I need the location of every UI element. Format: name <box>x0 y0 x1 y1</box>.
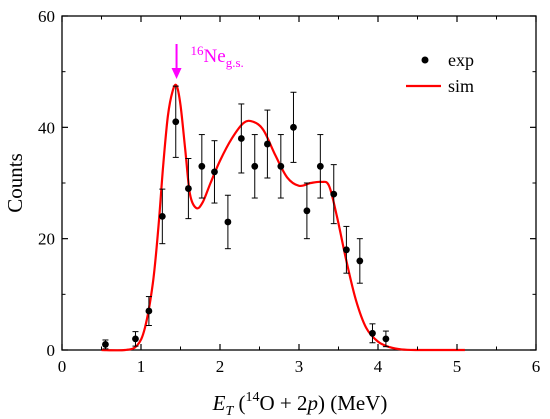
exp-point <box>132 331 139 347</box>
x-tick-label: 4 <box>374 357 383 376</box>
exp-series <box>102 85 390 350</box>
exp-point <box>185 158 192 220</box>
exp-marker <box>237 135 245 142</box>
exp-point <box>356 238 364 284</box>
exp-marker <box>264 140 271 148</box>
exp-point <box>264 109 271 179</box>
exp-point <box>102 339 109 350</box>
x-tick-label: 6 <box>532 357 541 376</box>
y-axis-label: Counts <box>3 153 27 213</box>
exp-marker <box>369 329 376 337</box>
sim-series <box>101 83 465 352</box>
y-tick-label: 0 <box>47 341 56 360</box>
exp-point <box>382 330 390 348</box>
y-tick-label: 40 <box>38 118 55 137</box>
x-tick-label: 2 <box>216 357 225 376</box>
x-tick-label: 1 <box>137 357 146 376</box>
exp-marker <box>211 168 218 176</box>
annotation-arrow-head <box>171 68 182 79</box>
exp-marker <box>343 246 350 254</box>
legend-sim-label: sim <box>448 76 474 96</box>
exp-marker <box>303 207 311 215</box>
exp-marker <box>102 341 109 348</box>
exp-marker <box>316 162 324 170</box>
exp-point <box>343 225 350 274</box>
annotation-label: 16Neg.s. <box>191 43 244 70</box>
exp-point <box>251 134 259 199</box>
x-tick-label: 5 <box>453 357 462 376</box>
exp-point <box>145 296 153 327</box>
x-axis-label: ET (14O + 2p) (MeV) <box>212 390 388 419</box>
exp-marker <box>330 190 338 198</box>
sim-curve <box>101 83 465 352</box>
exp-marker <box>290 123 297 131</box>
exp-marker <box>185 185 192 192</box>
exp-marker <box>382 335 390 343</box>
exp-marker <box>132 335 139 343</box>
exp-point <box>237 103 245 174</box>
exp-marker <box>145 307 153 315</box>
exp-marker <box>172 118 180 126</box>
legend-exp-marker <box>421 56 429 64</box>
exp-point <box>224 194 232 250</box>
exp-point <box>211 140 218 204</box>
exp-point <box>369 323 376 344</box>
exp-marker <box>251 162 259 170</box>
exp-marker <box>198 162 206 170</box>
exp-point <box>198 134 206 199</box>
legend-exp-label: exp <box>448 50 474 70</box>
x-tick-label: 3 <box>295 357 304 376</box>
y-tick-label: 20 <box>38 230 55 249</box>
ne16-annotation: 16Neg.s. <box>171 43 244 79</box>
exp-marker <box>356 257 364 265</box>
exp-marker <box>277 162 285 170</box>
exp-point <box>172 85 180 158</box>
exp-point <box>316 134 324 199</box>
exp-point <box>303 182 311 240</box>
legend: exp sim <box>406 50 474 96</box>
exp-marker <box>158 213 166 220</box>
y-tick-label: 60 <box>38 7 55 26</box>
exp-point <box>277 134 285 199</box>
exp-point <box>290 91 297 163</box>
x-tick-label: 0 <box>58 357 67 376</box>
exp-point <box>330 164 338 225</box>
exp-marker <box>224 218 232 226</box>
exp-point <box>158 188 166 245</box>
